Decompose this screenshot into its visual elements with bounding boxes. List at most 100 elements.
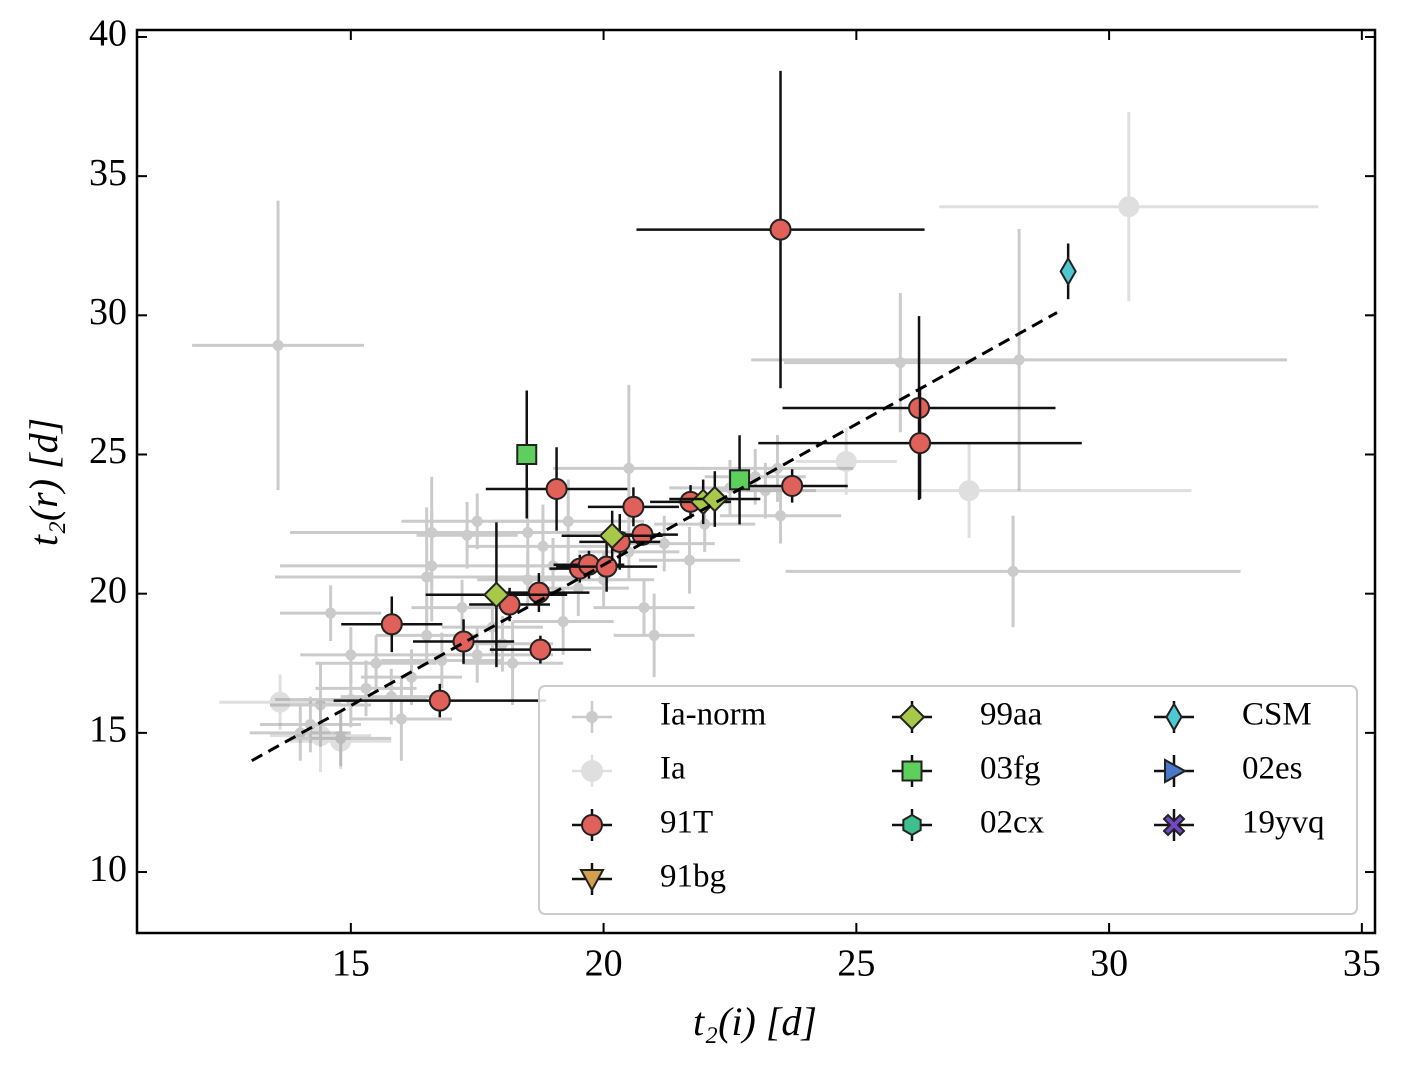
point [1059, 256, 1077, 287]
point [699, 518, 711, 530]
point [658, 538, 670, 550]
point [471, 515, 483, 527]
series-2 [333, 70, 1082, 718]
legend-label: Ia [660, 751, 686, 787]
y-tick-label: 25 [89, 430, 127, 472]
y-axis-label: t₂(r) [d] [21, 418, 66, 546]
legend-entry [572, 863, 612, 895]
point [775, 510, 787, 522]
y-tick-label: 30 [89, 291, 127, 333]
series-7 [1059, 243, 1077, 300]
point [345, 649, 357, 661]
point [272, 339, 284, 351]
legend-entry [892, 809, 932, 841]
legend-box [538, 685, 1358, 915]
legend-marker [586, 711, 598, 723]
series-4 [425, 471, 761, 668]
legend-label: 03fg [980, 751, 1041, 787]
point [545, 478, 568, 501]
x-axis-label: t₂(i) [d] [693, 999, 817, 1044]
point [496, 638, 508, 650]
legend-label: 91T [660, 805, 713, 841]
point [894, 357, 906, 369]
point [516, 443, 538, 465]
legend-entry [572, 809, 612, 841]
legend-label: 99aa [980, 697, 1043, 733]
point [421, 629, 433, 641]
point [330, 730, 352, 752]
legend-entry [892, 755, 932, 787]
point [426, 560, 438, 572]
legend-label: 19yvq [1242, 805, 1325, 841]
point [370, 657, 382, 669]
legend-entry [892, 701, 932, 733]
point [781, 474, 804, 497]
point [428, 689, 451, 712]
point [909, 432, 932, 455]
point [537, 540, 549, 552]
point [310, 725, 332, 747]
legend-marker [1164, 758, 1188, 784]
point [598, 522, 626, 550]
point [1118, 196, 1140, 218]
legend-label: 02cx [980, 805, 1045, 841]
point [623, 462, 635, 474]
y-tick-label: 40 [89, 13, 127, 55]
legend-entry [1154, 809, 1194, 841]
legend-entry [1154, 755, 1194, 787]
point [622, 495, 645, 518]
legend-label: Ia-norm [660, 697, 767, 733]
point [360, 682, 372, 694]
point [335, 732, 347, 744]
point [471, 649, 483, 661]
point [729, 469, 751, 491]
legend-marker [898, 703, 926, 731]
point [315, 699, 327, 711]
point [325, 607, 337, 619]
point [638, 602, 650, 614]
point [1007, 565, 1019, 577]
y-tick-label: 20 [89, 569, 127, 611]
legend-marker [1162, 813, 1186, 837]
point [529, 638, 552, 661]
point [294, 727, 306, 739]
point [426, 526, 438, 538]
point [395, 713, 407, 725]
legend-marker [581, 760, 603, 782]
point [461, 529, 473, 541]
y-tick-label: 10 [89, 848, 127, 890]
point [557, 616, 569, 628]
point [522, 526, 534, 538]
legend-entry [572, 701, 612, 733]
point [380, 613, 403, 636]
fit-line [251, 311, 1058, 763]
point [483, 581, 510, 609]
legend-label: 91bg [660, 859, 726, 895]
point [562, 515, 574, 527]
y-tick-label: 35 [89, 152, 127, 194]
legend-entry [1154, 701, 1194, 733]
point [269, 691, 291, 713]
x-tick-label: 25 [837, 943, 875, 985]
point [769, 218, 792, 241]
point [595, 555, 618, 578]
point [684, 554, 696, 566]
x-tick-label: 15 [332, 943, 370, 985]
legend-marker [1165, 701, 1183, 733]
legend-marker [581, 814, 603, 836]
legend-marker [579, 869, 605, 893]
point [456, 602, 468, 614]
x-tick-label: 35 [1343, 943, 1381, 985]
legend-label: 02es [1242, 751, 1303, 787]
plot-frame [135, 28, 1377, 935]
point [958, 480, 980, 502]
legend-marker [902, 813, 922, 837]
legend-marker [901, 760, 923, 782]
legend-entry [572, 755, 612, 787]
series-1 [219, 112, 1319, 772]
x-tick-label: 30 [1090, 943, 1128, 985]
point [1013, 354, 1025, 366]
legend-label: CSM [1242, 697, 1312, 733]
x-tick-label: 20 [585, 943, 623, 985]
point [835, 450, 857, 472]
